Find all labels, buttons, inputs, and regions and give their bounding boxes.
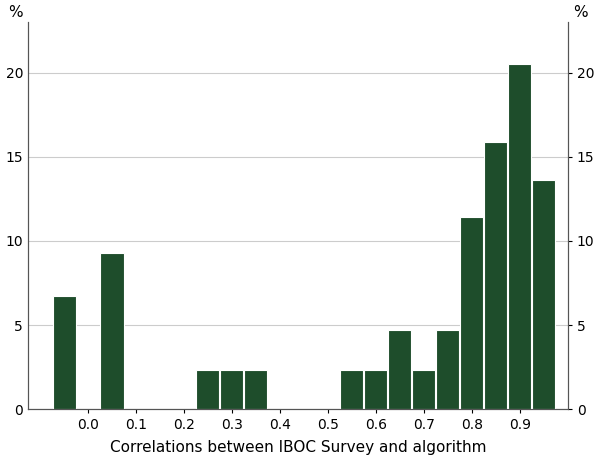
Bar xyxy=(460,218,484,409)
Bar xyxy=(508,65,532,409)
Text: %: % xyxy=(8,6,23,20)
Bar xyxy=(100,253,124,409)
Bar xyxy=(388,330,412,409)
Bar xyxy=(53,296,76,409)
Text: %: % xyxy=(573,6,588,20)
Bar xyxy=(412,370,436,409)
Bar xyxy=(340,370,364,409)
Bar xyxy=(532,180,556,409)
Bar xyxy=(364,370,388,409)
Bar xyxy=(220,370,244,409)
Bar xyxy=(484,142,508,409)
Bar xyxy=(436,330,460,409)
X-axis label: Correlations between IBOC Survey and algorithm: Correlations between IBOC Survey and alg… xyxy=(110,440,486,455)
Bar xyxy=(244,370,268,409)
Bar xyxy=(196,370,220,409)
